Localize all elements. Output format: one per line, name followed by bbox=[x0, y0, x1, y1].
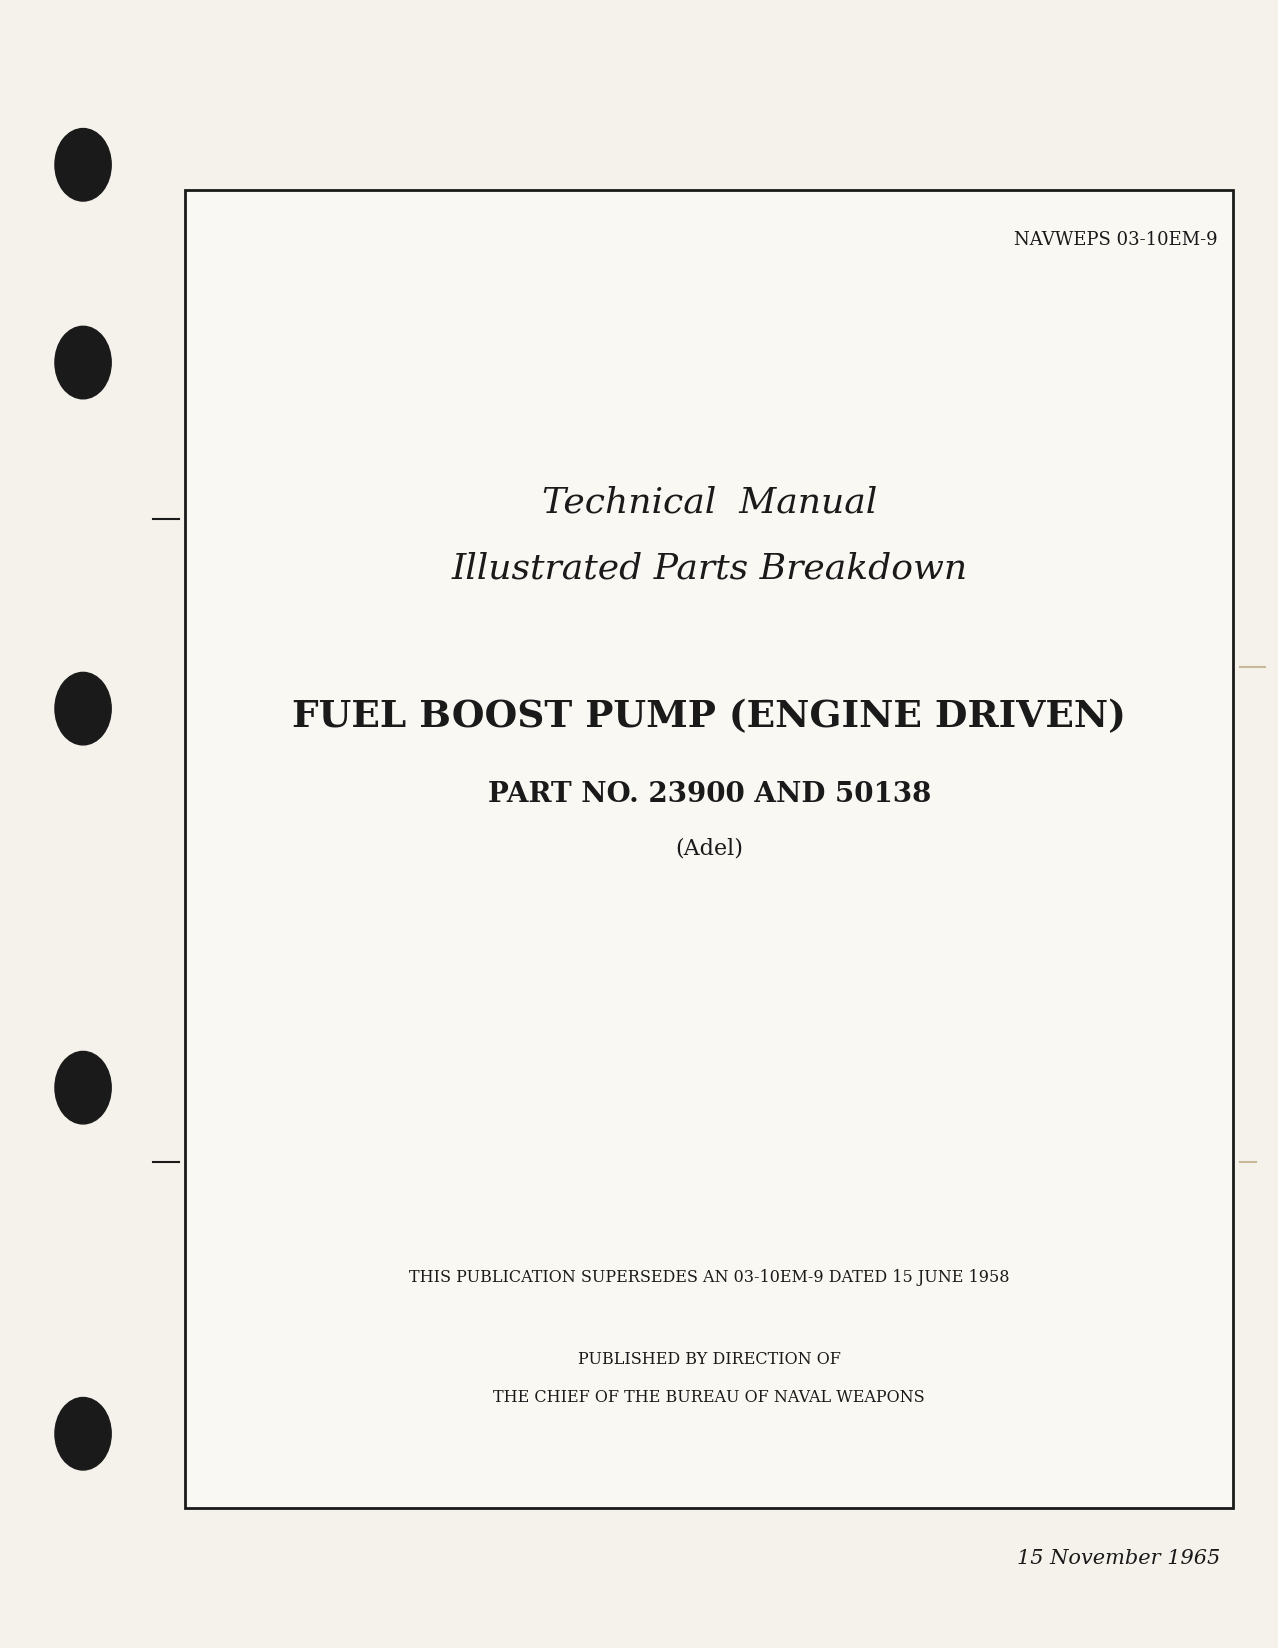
Circle shape bbox=[55, 1398, 111, 1470]
FancyBboxPatch shape bbox=[185, 190, 1233, 1508]
Text: PART NO. 23900 AND 50138: PART NO. 23900 AND 50138 bbox=[488, 781, 930, 808]
Text: PUBLISHED BY DIRECTION OF: PUBLISHED BY DIRECTION OF bbox=[578, 1351, 841, 1368]
Text: (Adel): (Adel) bbox=[675, 837, 744, 860]
Text: Technical  Manual: Technical Manual bbox=[542, 486, 877, 519]
Text: NAVWEPS 03-10EM-9: NAVWEPS 03-10EM-9 bbox=[1015, 231, 1218, 249]
Circle shape bbox=[55, 1051, 111, 1124]
Circle shape bbox=[55, 129, 111, 201]
Text: THIS PUBLICATION SUPERSEDES AN 03-10EM-9 DATED 15 JUNE 1958: THIS PUBLICATION SUPERSEDES AN 03-10EM-9… bbox=[409, 1269, 1010, 1285]
Text: THE CHIEF OF THE BUREAU OF NAVAL WEAPONS: THE CHIEF OF THE BUREAU OF NAVAL WEAPONS bbox=[493, 1389, 925, 1406]
Text: 15 November 1965: 15 November 1965 bbox=[1017, 1549, 1220, 1569]
Text: Illustrated Parts Breakdown: Illustrated Parts Breakdown bbox=[451, 552, 967, 585]
Text: FUEL BOOST PUMP (ENGINE DRIVEN): FUEL BOOST PUMP (ENGINE DRIVEN) bbox=[293, 699, 1126, 735]
Circle shape bbox=[55, 672, 111, 745]
Circle shape bbox=[55, 326, 111, 399]
